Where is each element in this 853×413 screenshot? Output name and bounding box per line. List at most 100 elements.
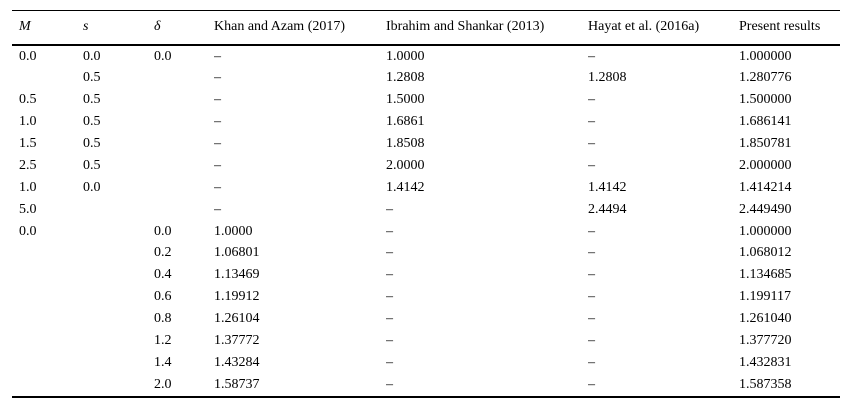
table-cell: 1.5000 (386, 92, 425, 108)
table-cell (154, 133, 214, 155)
table-cell: 1.414214 (739, 179, 792, 195)
table-cell: – (588, 157, 595, 173)
table-cell: 2.0000 (386, 157, 425, 173)
table-row: 5.0 – – 2.4494 2.449490 (12, 199, 840, 221)
table-row: 1.2 1.37772 – – 1.377720 (12, 330, 840, 352)
table-cell (154, 67, 214, 89)
table-cell: 0.8 (154, 311, 172, 326)
table-cell: – (214, 48, 221, 64)
table-cell (83, 286, 154, 308)
table-cell: – (214, 70, 221, 86)
table-cell: – (588, 373, 739, 398)
table-cell: – (588, 114, 595, 130)
table-cell (83, 373, 154, 398)
table-cell: 0.0 (83, 48, 101, 64)
table-row: 0.5 – 1.2808 1.2808 1.280776 (12, 67, 840, 89)
table-cell: – (588, 92, 595, 108)
table-cell: – (588, 223, 595, 239)
table-cell: 2.5 (19, 157, 37, 173)
table-row: 0.2 1.06801 – – 1.068012 (12, 242, 840, 264)
table-cell: 1.000000 (739, 48, 792, 64)
column-header-present-results: Present results (739, 10, 840, 46)
table-cell (154, 155, 214, 177)
table-cell: 1.5 (19, 136, 37, 151)
table-cell: – (588, 289, 595, 305)
table-row: 1.0 0.0 – 1.4142 1.4142 1.414214 (12, 177, 840, 199)
table-cell: – (386, 311, 393, 326)
table-cell: 1.850781 (739, 136, 792, 151)
table-cell: 0.5 (83, 70, 101, 86)
table-cell: 1.686141 (739, 114, 792, 130)
table-cell (83, 199, 154, 221)
table-cell (12, 286, 83, 308)
table-cell: – (214, 157, 221, 173)
table-row: 2.0 1.58737– –1.587358 (12, 373, 840, 398)
table-cell (12, 242, 83, 264)
table-cell (12, 264, 83, 286)
table-cell: 1.280776 (739, 70, 792, 86)
table-cell (83, 264, 154, 286)
table-cell: – (214, 201, 221, 217)
table-row: 0.6 1.19912 – – 1.199117 (12, 286, 840, 308)
table-cell: – (588, 245, 595, 261)
table-cell: 1.06801 (214, 245, 260, 261)
table-cell: 0.0 (83, 179, 101, 195)
table-cell: 0.0 (19, 223, 37, 239)
table-cell: 1.43284 (214, 354, 260, 370)
table-cell: – (386, 245, 393, 261)
table-cell: – (588, 267, 595, 283)
table-cell (12, 330, 83, 352)
table-cell: 2.4494 (588, 201, 627, 217)
results-table: M s δ Khan and Azam (2017) Ibrahim and S… (12, 10, 840, 398)
table-cell: 0.4 (154, 267, 172, 283)
header-row: M s δ Khan and Azam (2017) Ibrahim and S… (12, 10, 840, 46)
table-cell: 1.19912 (214, 289, 260, 305)
table-header: M s δ Khan and Azam (2017) Ibrahim and S… (12, 10, 840, 46)
table-cell: 1.199117 (739, 289, 791, 305)
table-cell (83, 330, 154, 352)
table-row: 1.0 0.5 – 1.6861 – 1.686141 (12, 111, 840, 133)
table-cell: 2.449490 (739, 201, 792, 217)
table-cell: 0.6 (154, 289, 172, 305)
table-row: 0.8 1.26104 – – 1.261040 (12, 308, 840, 330)
table-cell: 1.4 (154, 354, 172, 370)
table-cell: 1.0000 (214, 223, 253, 239)
table-cell: 0.5 (83, 114, 101, 130)
table-cell: 1.4142 (386, 179, 425, 195)
table-cell: 1.134685 (739, 267, 792, 283)
table-cell: 1.2808 (588, 70, 627, 86)
table-row: 1.5 0.5 – 1.8508 – 1.850781 (12, 133, 840, 155)
table-cell (12, 67, 83, 89)
table-cell: 1.500000 (739, 92, 792, 108)
table-cell: 1.0000 (386, 48, 425, 64)
table-cell: 1.37772 (214, 332, 260, 348)
table-row: 0.5 0.5 – 1.5000 – 1.500000 (12, 89, 840, 111)
table-cell: 0.5 (83, 157, 101, 173)
table-cell: 1.0 (19, 179, 37, 195)
table-cell: – (386, 332, 393, 348)
table-cell: – (588, 332, 595, 348)
table-cell (154, 89, 214, 111)
table-cell: 0.0 (154, 223, 172, 239)
column-header-khan-azam-2017: Khan and Azam (2017) (214, 10, 386, 46)
table-cell: – (588, 48, 595, 64)
table-cell (83, 308, 154, 330)
table-cell: 0.5 (19, 92, 37, 108)
table-cell (12, 308, 83, 330)
table-cell: 1.587358 (739, 373, 840, 398)
table-cell: – (386, 223, 393, 239)
table-cell: 1.58737 (214, 373, 386, 398)
table-cell: – (214, 179, 221, 195)
table-cell: – (588, 136, 595, 151)
table-cell: 1.2 (154, 332, 172, 348)
table-cell: – (386, 289, 393, 305)
table-cell: 1.377720 (739, 332, 792, 348)
table-cell: 0.0 (154, 48, 172, 64)
table-body: 0.0 0.0 0.0 – 1.0000 – 1.000000 0.5 – 1.2808 1.280… (12, 45, 840, 398)
table-cell: 1.26104 (214, 311, 260, 326)
table-cell: 0.5 (83, 92, 101, 108)
table-cell: 1.0 (19, 114, 37, 130)
table-cell: 2.0 (154, 373, 214, 398)
table-cell: 0.0 (19, 48, 37, 64)
table-cell: 0.2 (154, 245, 172, 261)
